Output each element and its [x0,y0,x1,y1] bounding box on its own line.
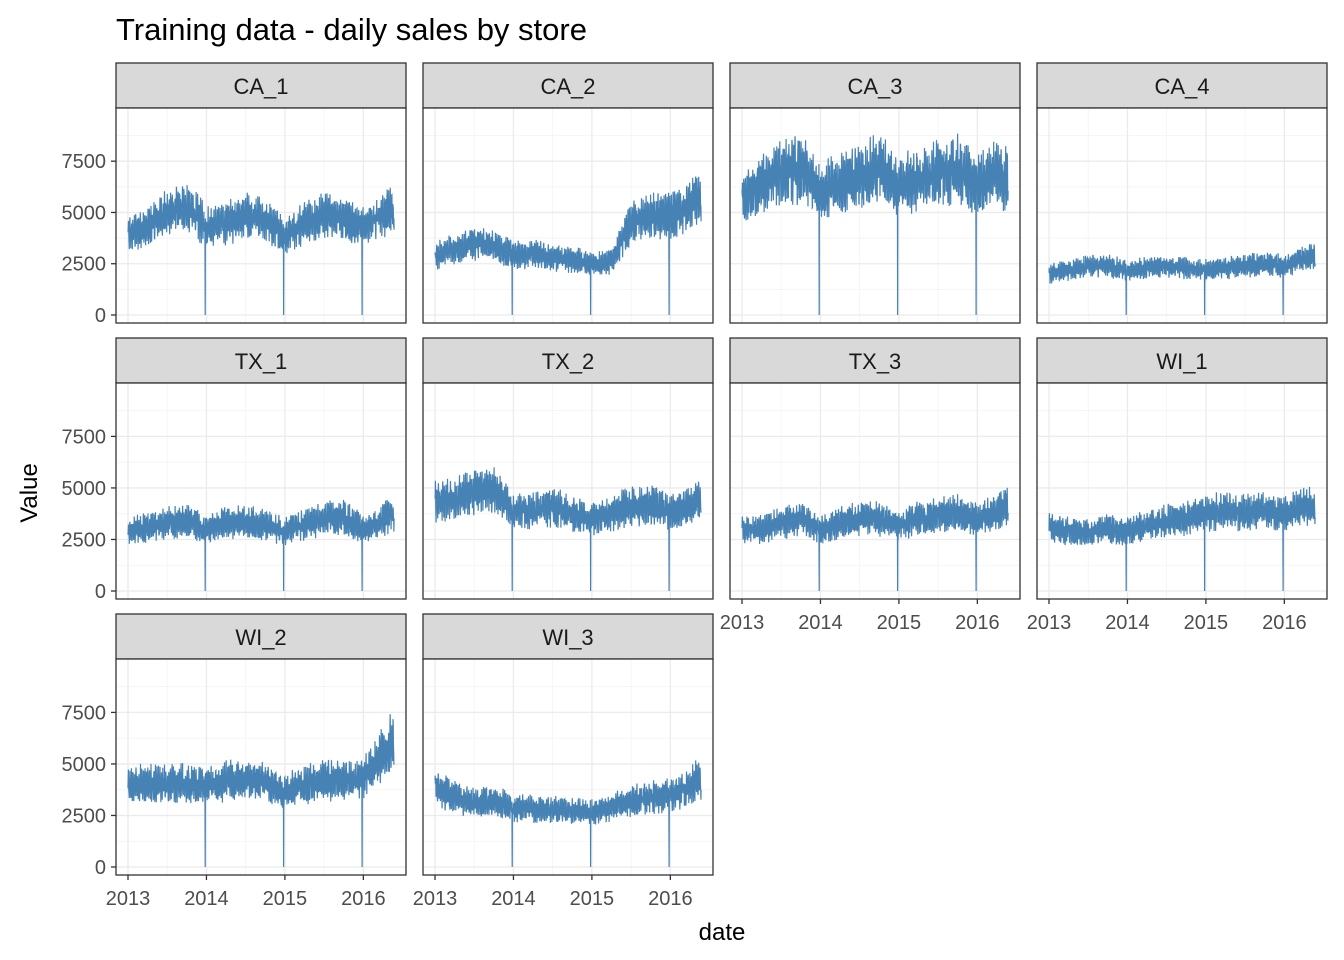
y-tick-label: 5000 [62,478,107,500]
panel-border [1036,107,1328,324]
x-tick-label: 2013 [1027,612,1072,634]
facet-label: CA_3 [847,74,902,99]
x-tick-label: 2014 [798,612,843,634]
series-line-WI_3 [434,760,702,868]
facet-TX_3: TX_3 2013 2014 2015 2016 [720,337,1021,634]
x-tick-label: 2014 [1105,612,1150,634]
facet-WI_3: WI_3 2013 2014 2015 2016 [413,613,714,910]
series-line-TX_3 [741,487,1009,592]
series-line-CA_4 [1048,244,1316,316]
y-tick-label: 2500 [62,805,107,827]
chart-title: Training data - daily sales by store [116,12,587,47]
series-line-CA_1 [127,185,395,316]
x-tick-label: 2015 [1184,612,1229,634]
facet-label: WI_1 [1156,349,1207,374]
y-tick-label: 7500 [62,151,107,173]
panel-border [115,107,407,324]
facet-strip [729,62,1021,109]
panel-background [1037,108,1327,323]
facet-label: TX_1 [235,349,288,374]
facet-strip [729,337,1021,384]
panel-border [1036,382,1328,600]
y-tick-label: 0 [95,305,106,327]
x-tick-label: 2016 [955,612,1000,634]
y-tick-label: 0 [95,857,106,879]
facet-TX_2: TX_2 [422,337,714,600]
x-tick-label: 2013 [720,612,765,634]
panel-border [115,382,407,600]
facet-CA_4: CA_4 [1036,62,1328,324]
series-line-WI_2 [127,714,395,868]
y-tick-label: 2500 [62,254,107,276]
panel-background [730,383,1020,599]
facet-label: CA_2 [540,74,595,99]
y-tick-label: 7500 [62,426,107,448]
facet-CA_3: CA_3 [729,62,1021,324]
series-line-WI_1 [1048,486,1316,592]
facet-strip [422,337,714,384]
facet-label: CA_1 [233,74,288,99]
panel-border [422,382,714,600]
panel-background [423,659,713,875]
facet-label: CA_4 [1154,74,1209,99]
y-axis-title: Value [16,463,43,523]
x-tick-label: 2015 [877,612,922,634]
y-tick-label: 5000 [62,754,107,776]
facet-WI_1: WI_1 2013 2014 2015 2016 [1027,337,1328,634]
facet-strip [422,62,714,109]
x-tick-label: 2016 [648,888,693,910]
facet-label: TX_3 [849,349,902,374]
facet-strip [1036,62,1328,109]
x-tick-label: 2016 [1262,612,1307,634]
facet-TX_1: TX_1 0 2500 5000 7500 [62,337,407,603]
panel-border [115,658,407,876]
facet-CA_1: CA_1 0 2500 5000 7500 [62,62,407,327]
facet-strip [115,337,407,384]
facet-WI_2: WI_2 0 2500 5000 7500 2013 2014 2015 2016 [62,613,407,910]
facet-label: TX_2 [542,349,595,374]
y-tick-label: 5000 [62,202,107,224]
panel-background [1037,383,1327,599]
series-line-CA_3 [741,133,1009,316]
panel-border [729,107,1021,324]
x-tick-label: 2013 [106,888,151,910]
panel-background [116,383,406,599]
y-tick-label: 2500 [62,529,107,551]
facet-strip [422,613,714,660]
facet-strip [1036,337,1328,384]
facet-label: WI_3 [542,625,593,650]
panel-border [729,382,1021,600]
facet-strip [115,62,407,109]
x-tick-label: 2014 [184,888,229,910]
x-axis-title: date [699,919,746,946]
panel-border [422,107,714,324]
series-line-TX_2 [434,467,702,592]
facet-panels: CA_1 0 2500 5000 7500 CA_2 CA_3 CA_4 TX_1 0 2500 50… [62,62,1328,910]
y-tick-label: 0 [95,581,106,603]
facet-strip [115,613,407,660]
x-tick-label: 2013 [413,888,458,910]
panel-border [422,658,714,876]
facet-CA_2: CA_2 [422,62,714,324]
series-line-TX_1 [127,499,395,592]
x-tick-label: 2015 [263,888,308,910]
x-tick-label: 2014 [491,888,536,910]
facet-label: WI_2 [235,625,286,650]
series-line-CA_2 [434,176,702,316]
panel-background [730,108,1020,323]
x-tick-label: 2016 [341,888,386,910]
y-tick-label: 7500 [62,702,107,724]
x-tick-label: 2015 [570,888,615,910]
